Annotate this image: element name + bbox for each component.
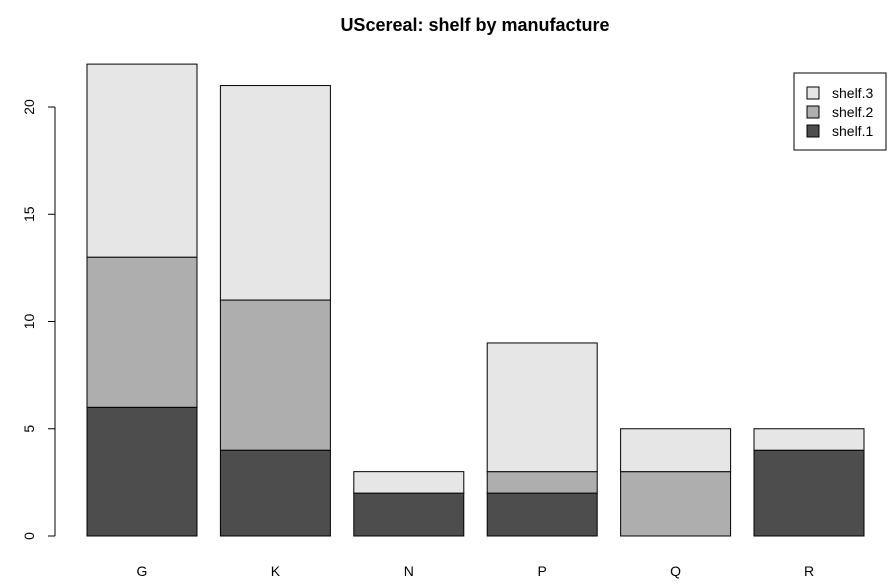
y-tick-label-20: 20 <box>21 99 37 115</box>
bar-R-shelf.3 <box>753 428 865 451</box>
x-tick-label-R: R <box>804 563 814 579</box>
y-tick-label-15: 15 <box>21 206 37 222</box>
legend-label-shelf.2: shelf.2 <box>832 104 873 120</box>
bar-G-shelf.1 <box>86 406 198 537</box>
chart-title: UScereal: shelf by manufacture <box>340 15 609 35</box>
bar-Q-shelf.2 <box>620 471 732 537</box>
legend-label-shelf.3: shelf.3 <box>832 85 873 101</box>
legend: shelf.3 shelf.2 shelf.1 <box>793 72 887 151</box>
y-tick-label-10: 10 <box>21 314 37 330</box>
y-tick-label-0: 0 <box>21 532 37 540</box>
legend-swatch-shelf.3 <box>806 86 820 100</box>
bar-P-shelf.1 <box>486 492 598 537</box>
y-axis: 0 5 10 15 20 <box>21 99 56 540</box>
bar-K-shelf.1 <box>219 449 331 537</box>
bar-G-shelf.2 <box>86 256 198 408</box>
x-tick-label-K: K <box>271 563 281 579</box>
x-tick-label-G: G <box>137 563 148 579</box>
bar-Q-shelf.3 <box>620 428 732 473</box>
legend-label-shelf.1: shelf.1 <box>832 123 873 139</box>
x-tick-label-Q: Q <box>670 563 681 579</box>
bar-P-shelf.2 <box>486 471 598 494</box>
legend-swatch-shelf.1 <box>806 124 820 138</box>
legend-swatch-shelf.2 <box>806 105 820 119</box>
bar-N-shelf.1 <box>353 492 465 537</box>
y-tick-label-5: 5 <box>21 425 37 433</box>
bars-layer <box>86 63 865 537</box>
bar-K-shelf.2 <box>219 299 331 451</box>
bar-G-shelf.3 <box>86 63 198 258</box>
bar-P-shelf.3 <box>486 342 598 473</box>
bar-K-shelf.3 <box>219 85 331 301</box>
x-tick-label-N: N <box>404 563 414 579</box>
x-tick-label-P: P <box>538 563 547 579</box>
bar-R-shelf.1 <box>753 449 865 537</box>
bar-N-shelf.3 <box>353 471 465 494</box>
